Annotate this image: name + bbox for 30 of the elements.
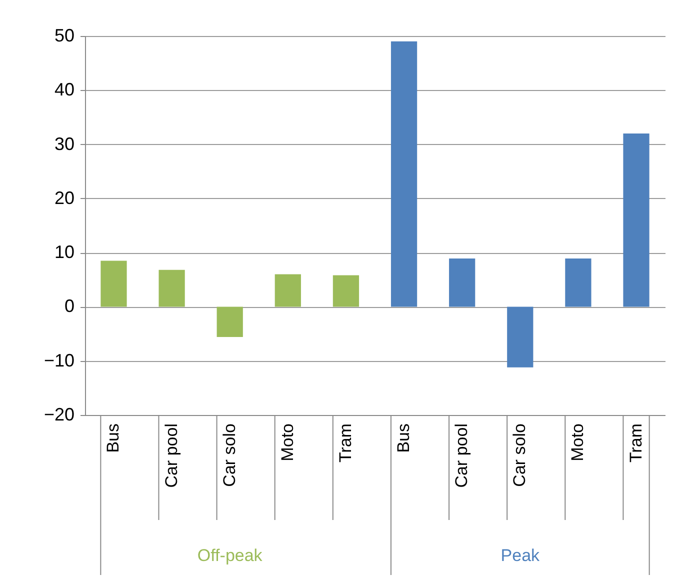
x-tick-label: Bus bbox=[104, 424, 123, 453]
y-tick-label: 50 bbox=[54, 26, 74, 46]
text: Peak bbox=[500, 546, 540, 565]
bar bbox=[390, 41, 418, 307]
bar bbox=[565, 258, 592, 307]
y-tick-label: 20 bbox=[54, 188, 74, 208]
bar bbox=[274, 274, 301, 307]
x-tick-label: Car solo bbox=[510, 424, 530, 487]
x-tick-label: Moto bbox=[568, 424, 588, 462]
y-tick-label: −20 bbox=[44, 404, 74, 424]
bar bbox=[158, 270, 185, 307]
x-tick-label: Car pool bbox=[452, 424, 472, 488]
bar bbox=[507, 306, 534, 368]
x-tick-label: Moto bbox=[278, 424, 297, 462]
bar bbox=[216, 306, 243, 338]
bar bbox=[100, 260, 127, 307]
bar bbox=[332, 275, 360, 307]
x-tick-label: Car pool bbox=[162, 424, 181, 488]
x-tick-label: Tram bbox=[336, 424, 355, 463]
x-tick-label: Tram bbox=[626, 424, 646, 463]
y-tick-label: 10 bbox=[54, 242, 74, 262]
y-tick-label: 0 bbox=[64, 296, 74, 316]
y-tick-label: 40 bbox=[54, 80, 74, 100]
bar bbox=[623, 133, 650, 307]
x-tick-label: Bus bbox=[394, 424, 414, 453]
y-tick-label: −10 bbox=[44, 350, 74, 370]
text: Off-peak bbox=[197, 546, 263, 565]
bar bbox=[449, 258, 476, 307]
y-tick-label: 30 bbox=[54, 134, 74, 154]
x-tick-label: Car solo bbox=[220, 424, 239, 487]
